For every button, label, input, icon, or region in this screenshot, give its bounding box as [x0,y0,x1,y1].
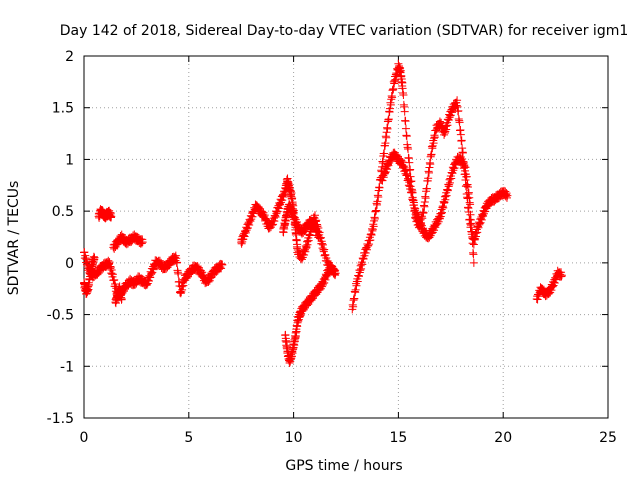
data-point [462,172,471,181]
x-tick-label: 25 [599,430,617,446]
data-point [404,145,413,154]
data-point [457,136,466,145]
data-point [469,250,478,259]
data-point [401,117,410,126]
data-point [426,160,435,169]
x-tick-label: 20 [494,430,512,446]
data-point [90,253,99,262]
data-point [427,150,436,159]
x-tick-label: 15 [389,430,407,446]
data-point [381,139,390,148]
data-point [467,219,476,228]
data-point [455,118,464,127]
y-tick-label: 1 [65,152,74,168]
data-point [388,93,397,102]
data-point [463,194,472,203]
y-tick-label: 0 [65,256,74,272]
data-point [557,271,566,280]
data-point [406,165,415,174]
data-points [80,59,566,367]
data-point [375,183,384,192]
y-tick-label: -1.5 [47,411,74,427]
data-point [421,194,430,203]
data-point [107,212,116,221]
y-tick-label: -1 [60,359,74,375]
y-tick-label: 0.5 [52,204,74,220]
data-point [469,258,478,267]
data-point [400,107,409,116]
x-axis-label: GPS time / hours [285,458,402,474]
data-point [454,106,463,115]
data-point [424,174,433,183]
y-tick-labels: -1.5 -1 -0.5 0 0.5 1 1.5 2 [47,49,74,427]
data-point [372,206,381,215]
data-point [173,258,182,267]
data-point [466,200,475,209]
y-tick-label: -0.5 [47,308,74,324]
data-point [384,115,393,124]
x-tick-label: 10 [285,430,303,446]
data-point [399,91,408,100]
data-point [402,132,411,141]
data-point [380,149,389,158]
x-tick-label: 5 [184,430,193,446]
data-point [461,163,470,172]
x-tick-label: 0 [80,430,89,446]
data-point [422,184,431,193]
y-tick-label: 1.5 [52,101,74,117]
data-point [218,260,227,269]
data-point [117,295,126,304]
data-point [174,269,183,278]
data-point [389,84,398,93]
y-tick-label: 2 [65,49,74,65]
x-tick-labels: 0 5 10 15 20 25 [80,430,617,446]
data-point [350,294,359,303]
ticks-layer [83,55,609,419]
data-point [463,182,472,191]
grid-layer [84,56,608,418]
data-point [405,158,414,167]
plot-frame [83,55,609,419]
data-point [138,238,147,247]
data-point [370,214,379,223]
data-point [468,239,477,248]
data-point [314,233,323,241]
data-point [503,191,512,200]
data-point [419,208,428,217]
data-point [458,148,467,157]
data-point [383,124,392,133]
chart-title: Day 142 of 2018, Sidereal Day-to-day VTE… [60,23,629,39]
data-point [331,269,340,278]
y-axis-label: SDTVAR / TECUs [6,181,22,296]
data-point [462,181,471,190]
